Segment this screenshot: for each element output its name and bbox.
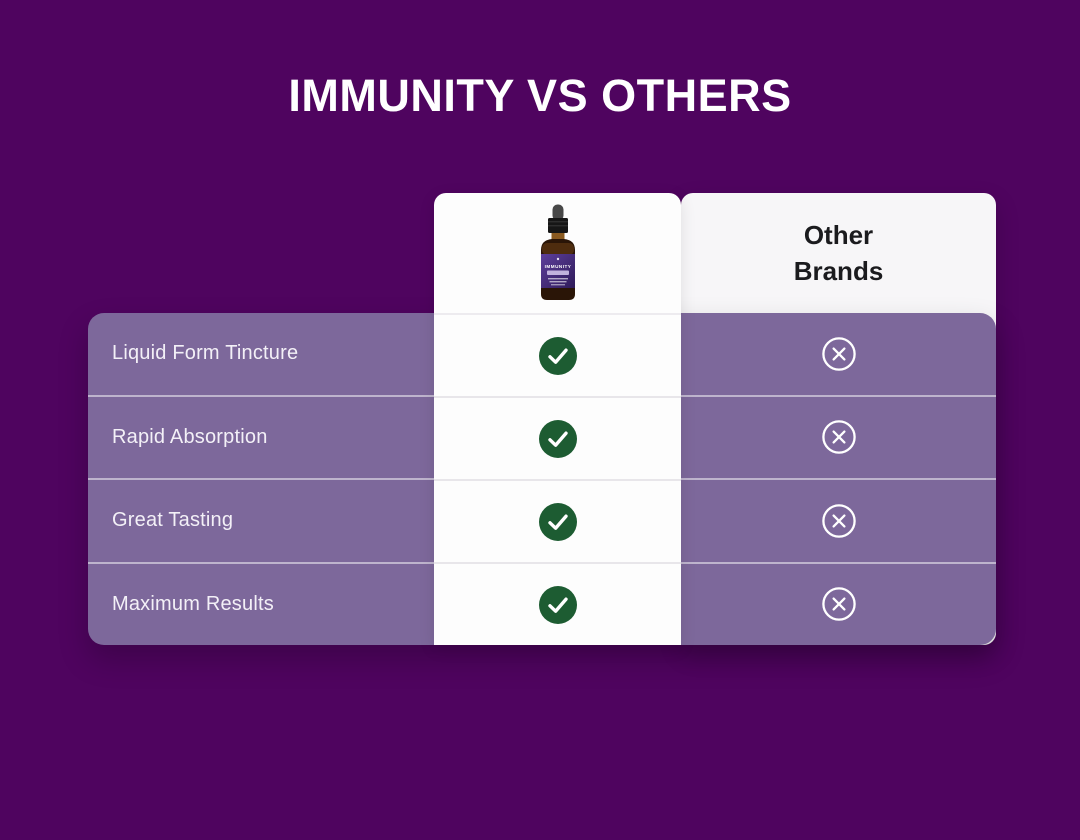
other-brands-header: Other Brands <box>793 220 884 286</box>
others-cell <box>681 480 996 562</box>
feature-label: Liquid Form Tincture <box>112 342 299 365</box>
feature-label: Rapid Absorption <box>112 425 268 448</box>
cross-circle-icon <box>821 503 856 538</box>
cross-circle-icon <box>821 420 856 455</box>
others-cell <box>681 397 996 479</box>
check-circle-icon <box>538 336 577 375</box>
product-header: IMMUNITY <box>434 193 681 313</box>
bottle-label-text: IMMUNITY <box>544 264 571 269</box>
product-cell <box>434 479 681 562</box>
product-cell <box>434 315 681 396</box>
table-row: Liquid Form Tincture <box>88 313 996 395</box>
product-cell <box>434 396 681 479</box>
cross-circle-icon <box>821 336 856 371</box>
cross-circle-icon <box>821 587 856 622</box>
page-title: IMMUNITY VS OTHERS <box>288 70 792 121</box>
product-column: IMMUNITY <box>434 193 681 645</box>
check-circle-icon <box>538 585 577 624</box>
check-circle-icon <box>538 419 577 458</box>
feature-label: Great Tasting <box>112 509 234 532</box>
check-circle-icon <box>538 502 577 541</box>
product-cell <box>434 562 681 645</box>
product-bottle-image: IMMUNITY <box>540 204 575 300</box>
others-cell <box>681 564 996 646</box>
feature-label: Maximum Results <box>112 592 274 615</box>
product-cells <box>434 313 681 645</box>
others-cell <box>681 313 996 395</box>
dropper-bulb <box>552 204 563 221</box>
